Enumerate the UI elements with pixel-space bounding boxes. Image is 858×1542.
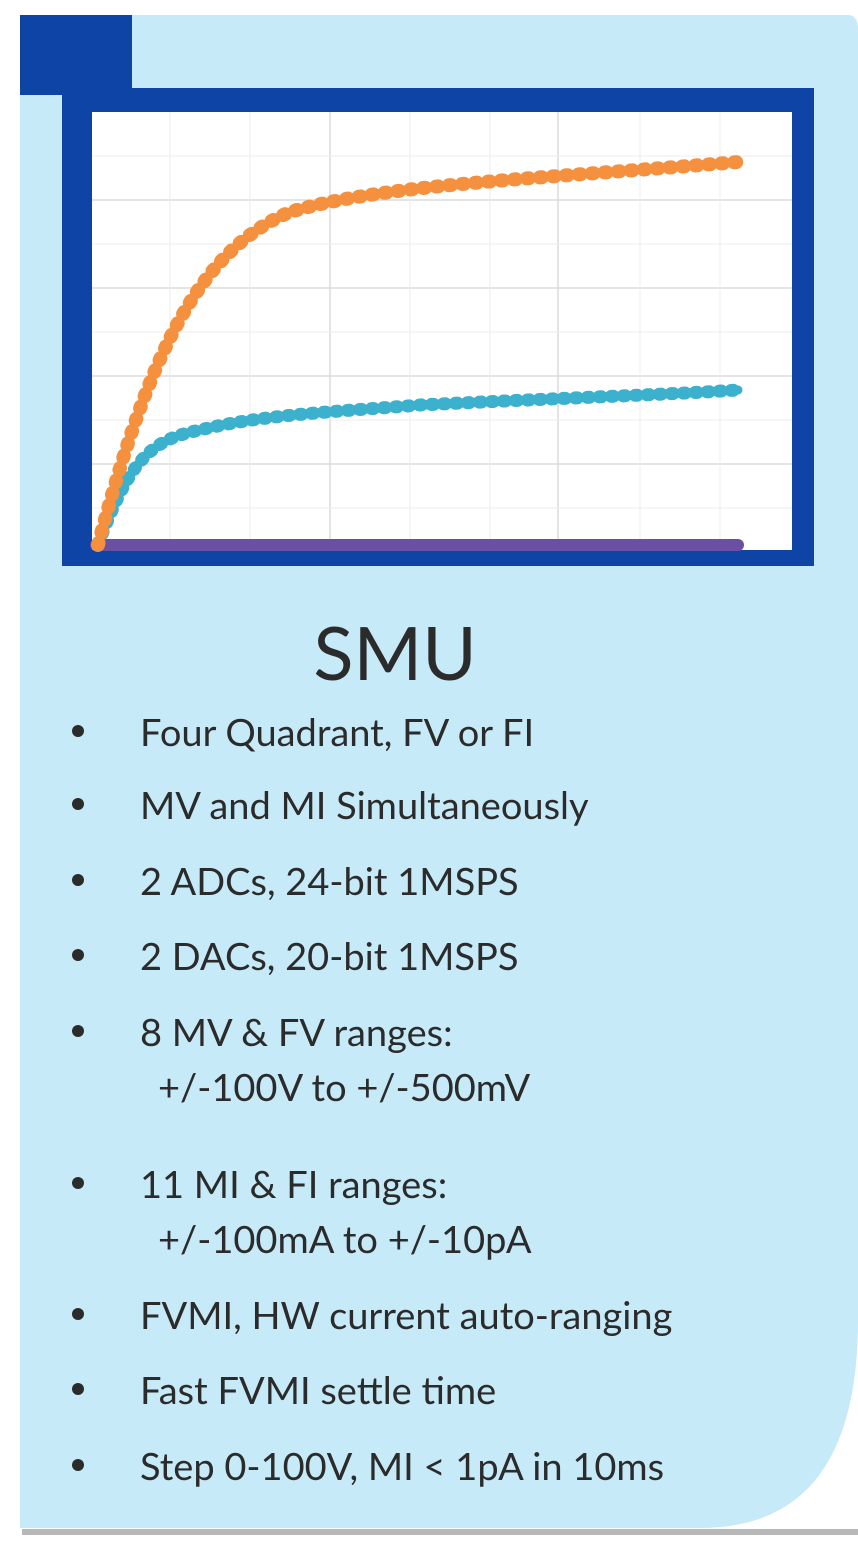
bullet xyxy=(72,1177,84,1189)
item-detail: +/-100V to +/-500mV xyxy=(158,1064,531,1110)
item-text: Step 0-100V, MI < 1pA in 10ms xyxy=(140,1443,664,1489)
corner-block xyxy=(20,15,132,95)
item-text: 8 MV & FV ranges: xyxy=(140,1009,453,1055)
title: SMU xyxy=(313,607,476,696)
chart-plot xyxy=(92,112,792,550)
bullet xyxy=(72,1459,84,1471)
bullet xyxy=(72,1383,84,1395)
bullet xyxy=(72,874,84,886)
teal-curve xyxy=(93,385,743,550)
bullet xyxy=(72,949,84,961)
bullet xyxy=(72,1025,84,1037)
item-text: 11 MI & FI ranges: xyxy=(140,1161,447,1207)
item-text: FVMI, HW current auto-ranging xyxy=(140,1292,672,1338)
orange-curve xyxy=(93,157,743,550)
item-text: MV and MI Simultaneously xyxy=(140,782,589,828)
item-text: 2 ADCs, 24-bit 1MSPS xyxy=(140,858,519,904)
item-text: Fast FVMI settle time xyxy=(140,1367,496,1413)
bullet xyxy=(72,798,84,810)
bullet xyxy=(72,725,84,737)
bullet xyxy=(72,1308,84,1320)
item-text: Four Quadrant, FV or FI xyxy=(140,709,534,755)
chart-grid xyxy=(92,112,792,550)
item-detail: +/-100mA to +/-10pA xyxy=(158,1216,532,1262)
item-text: 2 DACs, 20-bit 1MSPS xyxy=(140,933,518,979)
feature-list: Four Quadrant, FV or FI MV and MI Simulta… xyxy=(72,709,672,1489)
